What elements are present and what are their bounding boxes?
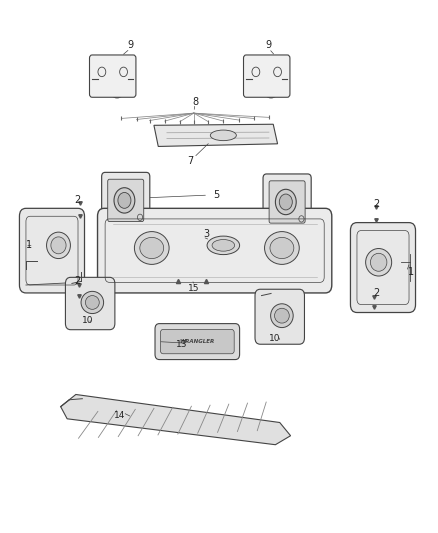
FancyBboxPatch shape xyxy=(263,174,311,230)
Ellipse shape xyxy=(81,292,104,313)
Ellipse shape xyxy=(279,194,292,210)
Ellipse shape xyxy=(265,232,299,264)
Ellipse shape xyxy=(85,296,99,309)
Text: 15: 15 xyxy=(188,284,200,293)
Ellipse shape xyxy=(140,237,164,259)
FancyBboxPatch shape xyxy=(65,277,115,330)
Text: 3: 3 xyxy=(203,229,209,239)
Ellipse shape xyxy=(212,239,235,251)
Ellipse shape xyxy=(118,192,131,208)
Ellipse shape xyxy=(276,189,296,215)
Ellipse shape xyxy=(114,188,135,213)
FancyBboxPatch shape xyxy=(244,55,290,98)
Text: 2: 2 xyxy=(74,276,80,286)
FancyBboxPatch shape xyxy=(155,324,240,360)
Ellipse shape xyxy=(210,130,237,141)
Text: 9: 9 xyxy=(266,41,272,51)
Ellipse shape xyxy=(51,237,66,254)
Text: 7: 7 xyxy=(187,156,194,166)
Text: WRANGLER: WRANGLER xyxy=(180,339,215,344)
Ellipse shape xyxy=(270,237,294,259)
Polygon shape xyxy=(60,394,290,445)
Text: 10: 10 xyxy=(269,334,280,343)
FancyBboxPatch shape xyxy=(255,289,304,344)
Ellipse shape xyxy=(271,304,293,328)
Ellipse shape xyxy=(275,308,289,323)
Text: 2: 2 xyxy=(74,196,80,205)
Text: 8: 8 xyxy=(192,96,198,107)
FancyBboxPatch shape xyxy=(89,55,136,98)
FancyBboxPatch shape xyxy=(160,329,234,354)
FancyBboxPatch shape xyxy=(102,172,150,229)
FancyBboxPatch shape xyxy=(98,208,332,293)
Ellipse shape xyxy=(366,248,392,276)
Text: 14: 14 xyxy=(113,411,125,420)
FancyBboxPatch shape xyxy=(19,208,85,293)
Ellipse shape xyxy=(46,232,71,259)
Text: 1: 1 xyxy=(26,240,32,251)
FancyBboxPatch shape xyxy=(350,223,416,312)
FancyBboxPatch shape xyxy=(269,181,305,223)
Text: 13: 13 xyxy=(176,340,187,349)
Text: 10: 10 xyxy=(82,317,94,326)
Text: 2: 2 xyxy=(373,288,379,298)
Ellipse shape xyxy=(134,232,169,264)
FancyBboxPatch shape xyxy=(108,179,144,222)
Ellipse shape xyxy=(371,253,387,271)
Polygon shape xyxy=(154,124,278,147)
Text: 2: 2 xyxy=(373,199,379,209)
Text: 5: 5 xyxy=(213,190,219,199)
Ellipse shape xyxy=(207,236,240,255)
Text: 9: 9 xyxy=(127,41,133,51)
Text: 1: 1 xyxy=(408,267,414,277)
